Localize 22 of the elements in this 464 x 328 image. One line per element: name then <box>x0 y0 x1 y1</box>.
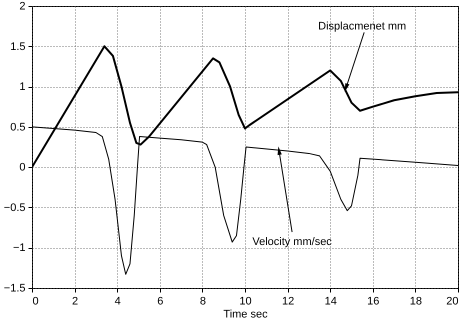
y-tick-label: −1 <box>12 242 26 254</box>
x-tick-label: 2 <box>72 296 78 308</box>
x-axis-title: Time sec <box>223 308 268 320</box>
x-tick-label: 14 <box>324 296 337 308</box>
annotation: Velocity mm/sec <box>252 236 332 248</box>
y-tick-label: 1.5 <box>10 40 26 53</box>
y-tick-label: 2 <box>19 0 26 12</box>
x-tick-label: 20 <box>446 296 458 308</box>
y-tick-label: 0 <box>19 162 26 174</box>
x-tick-label: 18 <box>410 296 422 308</box>
x-tick-label: 10 <box>239 296 252 308</box>
y-tick-label: −1.5 <box>4 282 26 294</box>
x-tick-label: 12 <box>282 296 294 308</box>
y-tick-label: −0.5 <box>4 202 26 214</box>
y-tick-label: 0.5 <box>10 121 26 134</box>
x-tick-label: 6 <box>157 296 164 308</box>
y-tick-label: 1 <box>19 81 26 94</box>
x-tick-label: 0 <box>32 296 39 308</box>
annotation: Displacmenet mm <box>318 20 406 32</box>
x-tick-label: 4 <box>114 296 121 308</box>
x-tick-label: 16 <box>367 296 380 308</box>
x-tick-label: 8 <box>200 296 206 308</box>
